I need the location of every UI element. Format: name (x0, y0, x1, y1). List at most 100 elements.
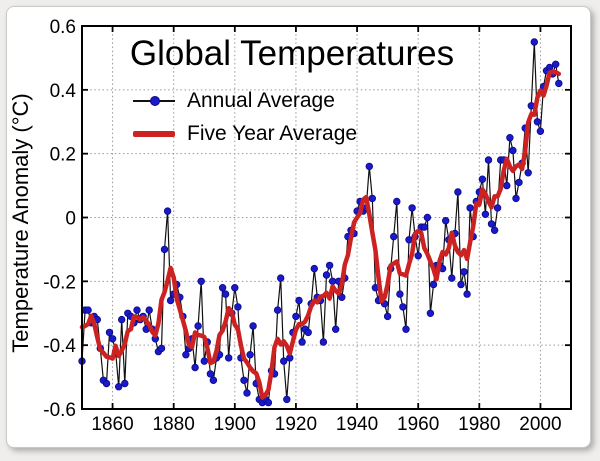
annual-dot-1911 (264, 398, 273, 407)
annual-dot-1921 (295, 296, 303, 305)
y-tick-label-0.6: 0.6 (50, 17, 76, 38)
y-tick-label--0.6: -0.6 (43, 400, 76, 421)
annual-dot-1904 (243, 389, 251, 397)
annual-dot-1877 (160, 245, 169, 254)
annual-dot-1989 (503, 181, 511, 190)
annual-dot-1998 (530, 38, 538, 46)
annual-dot-1992 (512, 194, 520, 203)
annual-dot-1983 (484, 156, 493, 164)
five-year-average-marker-icon (133, 122, 175, 146)
annual-dot-2005 (552, 60, 560, 69)
annual-dot-1958 (408, 204, 416, 212)
annual-dot-1915 (277, 274, 285, 282)
annual-dot-2006 (555, 79, 563, 88)
y-axis-title-text: Temperature Anomaly (°C) (8, 93, 33, 353)
annual-dot-1906 (249, 322, 257, 330)
annual-dot-1889 (197, 277, 205, 285)
annual-dot-1931 (325, 261, 334, 270)
annual-dot-1950 (383, 312, 392, 321)
x-tick-label-1940: 1940 (336, 414, 378, 435)
annual-dot-1965 (429, 280, 438, 289)
annual-dot-1858 (102, 379, 111, 388)
annual-dot-1962 (420, 223, 428, 231)
y-tick-label-0.2: 0.2 (50, 145, 76, 166)
annual-dot-1964 (426, 309, 435, 317)
x-tick-label-1980: 1980 (458, 414, 500, 435)
annual-dot-1933 (332, 325, 340, 333)
legend-blue-dot (150, 96, 160, 106)
legend: Annual Average Five Year Average (133, 89, 357, 155)
legend-red-line (133, 131, 175, 137)
annual-dot-1960 (414, 252, 422, 260)
annual-dot-1892 (206, 370, 215, 378)
annual-dot-1977 (466, 204, 474, 212)
annual-dot-1924 (304, 328, 312, 337)
legend-label-five-year-average: Five Year Average (187, 122, 358, 145)
annual-dot-1990 (506, 133, 514, 142)
x-tick-label-1960: 1960 (397, 414, 439, 435)
y-tick-label-0.4: 0.4 (50, 81, 77, 102)
chart-title: Global Temperatures (129, 34, 455, 73)
annual-dot-1935 (338, 293, 346, 301)
annual-dot-1860 (108, 335, 117, 343)
annual-dot-1999 (533, 118, 542, 126)
annual-dot-1888 (194, 322, 202, 330)
annual-dot-1956 (402, 325, 410, 333)
annual-dot-1922 (298, 338, 306, 346)
annual-dot-1887 (191, 363, 199, 372)
annual-dot-1914 (273, 306, 282, 314)
annual-dot-1852 (84, 306, 92, 314)
annual-dot-1944 (365, 162, 373, 171)
legend-item-annual-average: Annual Average (133, 89, 357, 113)
annual-dot-1901 (234, 303, 242, 311)
annual-dot-1896 (218, 284, 227, 292)
annual-dot-1973 (454, 188, 462, 196)
annual-dot-1969 (442, 216, 450, 225)
annual-dot-1932 (328, 277, 337, 285)
annual-dot-1917 (283, 395, 291, 404)
annual-dot-1872 (145, 306, 153, 314)
annual-dot-1905 (246, 351, 254, 359)
y-tick-label--0.4: -0.4 (43, 336, 76, 357)
annual-dot-1863 (117, 315, 126, 324)
annual-dot-1954 (396, 290, 404, 298)
annual-dot-1879 (166, 296, 175, 305)
x-tick-label-1900: 1900 (214, 414, 256, 435)
annual-average-marker-icon (133, 89, 175, 113)
annual-dot-2000 (536, 127, 545, 135)
x-tick-label-1880: 1880 (153, 414, 195, 435)
annual-dot-1868 (133, 306, 141, 314)
five-year-average-line (79, 69, 562, 400)
annual-dot-1890 (200, 357, 208, 365)
annual-dot-1971 (448, 274, 456, 282)
annual-dot-1986 (493, 204, 502, 212)
annual-dot-1976 (463, 290, 471, 298)
annual-dot-1955 (399, 303, 407, 311)
annual-dot-1876 (157, 344, 166, 353)
annual-dot-1916 (280, 357, 288, 365)
plot-border (81, 25, 572, 410)
annual-dot-1930 (322, 271, 331, 279)
x-tick-label-2000: 2000 (519, 414, 561, 435)
y-tick-label--0.2: -0.2 (43, 272, 76, 293)
annual-dot-1991 (509, 146, 517, 155)
annual-dot-1897 (221, 290, 230, 298)
annual-dot-1975 (460, 268, 468, 276)
annual-dot-1893 (209, 376, 218, 384)
annual-dot-1981 (478, 175, 487, 183)
annual-dot-1952 (390, 232, 398, 241)
annual-dot-1884 (182, 351, 190, 359)
legend-label-annual-average: Annual Average (187, 89, 335, 112)
annual-dot-1982 (481, 210, 490, 218)
annual-dot-1985 (490, 226, 499, 234)
annual-dot-1993 (515, 178, 523, 187)
annual-dot-1903 (240, 376, 248, 384)
annual-dot-1878 (163, 207, 172, 215)
annual-dot-1984 (487, 220, 496, 228)
annual-dot-1996 (524, 169, 532, 177)
x-tick-label-1860: 1860 (91, 414, 133, 435)
annual-dot-1864 (121, 379, 129, 388)
annual-dot-1920 (292, 312, 300, 321)
annual-dot-1929 (319, 338, 328, 346)
